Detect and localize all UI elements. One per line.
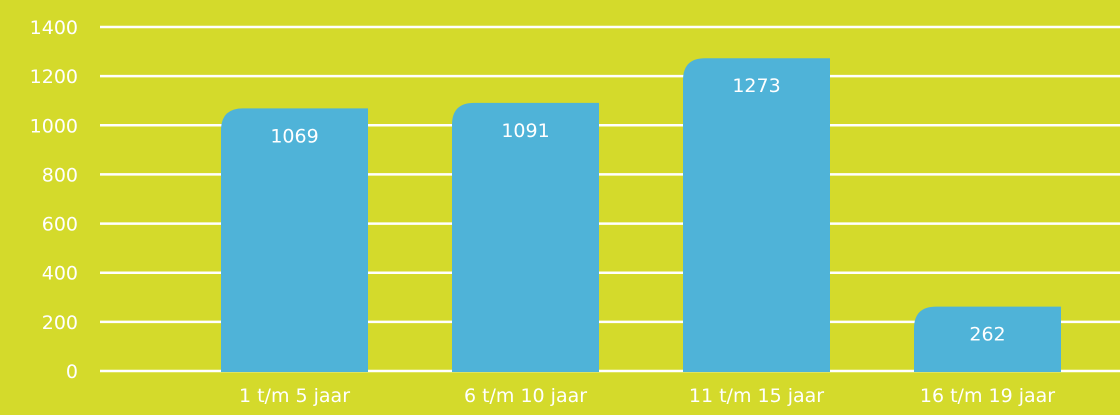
x-tick-label: 1 t/m 5 jaar [239,385,350,407]
bar [221,108,368,373]
y-axis-tick-labels: 0 200 400 600 800 1000 1200 1400 [30,17,78,383]
y-tick-label: 800 [42,164,78,186]
data-labels: 1069 1091 1273 262 [270,75,1005,345]
x-tick-label: 16 t/m 19 jaar [920,385,1055,407]
y-tick-label: 400 [42,263,78,285]
bar [914,306,1061,372]
y-tick-label: 1400 [30,17,78,39]
y-tick-label: 0 [66,361,78,383]
y-tick-label: 200 [42,312,78,334]
bar-value-label: 1091 [501,120,549,142]
bar [452,102,599,372]
x-tick-label: 6 t/m 10 jaar [464,385,587,407]
bar-value-label: 262 [969,324,1005,346]
x-axis-tick-labels: 1 t/m 5 jaar 6 t/m 10 jaar 11 t/m 15 jaar 1… [239,385,1055,407]
bar [683,58,830,372]
y-tick-label: 600 [42,214,78,236]
y-tick-label: 1200 [30,66,78,88]
bars [221,58,1061,373]
y-tick-label: 1000 [30,115,78,137]
bar-value-label: 1273 [732,75,780,97]
x-tick-label: 11 t/m 15 jaar [689,385,824,407]
bar-value-label: 1069 [270,125,318,147]
